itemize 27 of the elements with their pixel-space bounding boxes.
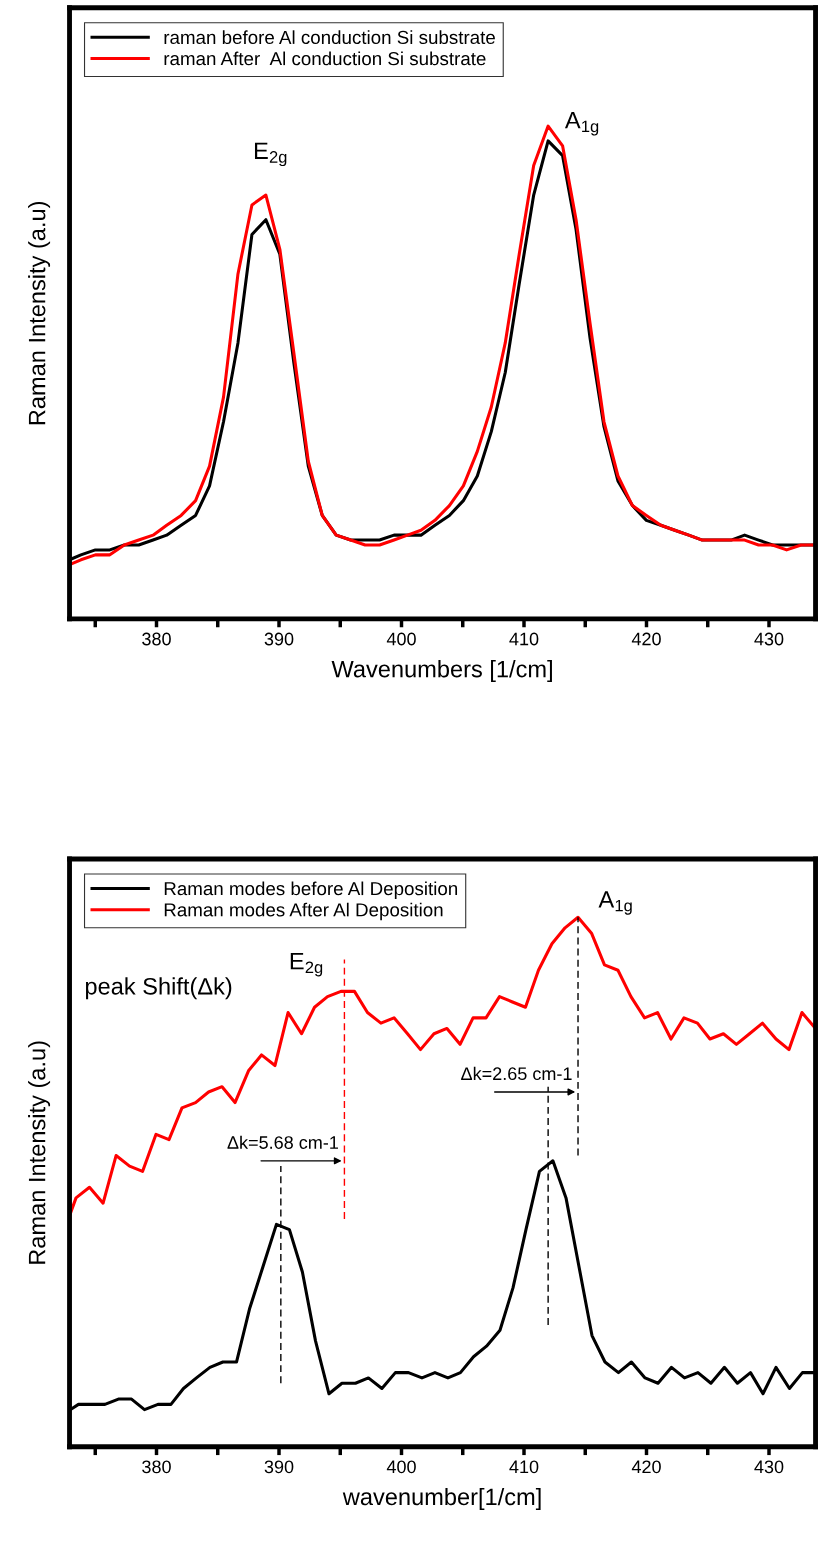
legend-label: raman before Al conduction Si substrate xyxy=(164,30,495,45)
x-tick-label: 390 xyxy=(264,632,294,646)
annotation: A$_{1g}$ xyxy=(564,112,599,136)
x-tick-label: 380 xyxy=(142,1460,171,1474)
text: A$_{1g}$ xyxy=(598,891,632,915)
x-tick-label: 430 xyxy=(754,1460,784,1474)
x-tick-label: 410 xyxy=(509,632,539,646)
x-axis-title: wavenumber[1/cm] xyxy=(342,1487,541,1510)
annotation: E$_{2g}$ xyxy=(254,142,287,167)
x-tick-label: 390 xyxy=(264,1460,294,1474)
legend-label: Raman modes before Al Deposition xyxy=(164,881,458,899)
x-tick-label: 420 xyxy=(631,632,661,646)
annotation: Δk=2.65 cm-1 xyxy=(461,1066,572,1081)
annotation: Δk=5.68 cm-1 xyxy=(227,1135,338,1149)
annotation: E$_{2g}$ xyxy=(290,953,323,977)
x-tick-label: 430 xyxy=(754,632,784,646)
legend-label: Raman modes After Al Deposition xyxy=(164,902,443,921)
x-axis-title: Wavenumbers [1/cm] xyxy=(331,660,552,683)
x-tick-label: 420 xyxy=(631,1460,661,1474)
y-axis-title: Raman Intensity (a.u) xyxy=(28,1041,51,1264)
x-tick-label: 380 xyxy=(142,632,171,646)
x-tick-label: 400 xyxy=(386,632,416,646)
annotation: peak Shift(Δk) xyxy=(85,977,232,1000)
x-tick-label: 410 xyxy=(509,1460,539,1474)
x-tick-label: 400 xyxy=(386,1460,416,1474)
legend-label: raman After Al conduction Si substrate xyxy=(164,51,486,66)
y-axis-title: Raman Intensity (a.u) xyxy=(28,201,51,425)
